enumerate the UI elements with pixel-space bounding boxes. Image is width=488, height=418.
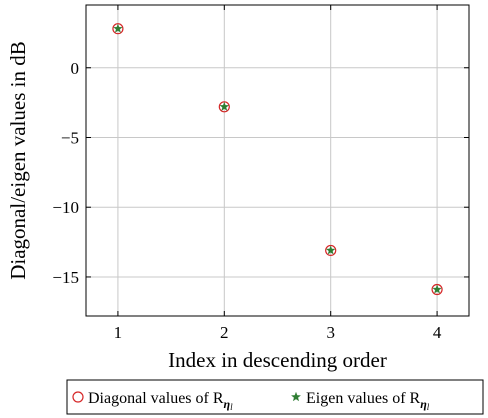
x-axis-label: Index in descending order (168, 348, 387, 372)
legend-circle-marker (72, 391, 84, 403)
legend-star-marker (291, 391, 301, 402)
legend: Diagonal values of Rηl Eigen values of Rη… (66, 379, 484, 415)
x-tick-label: 4 (433, 323, 442, 342)
eigen-value-point (219, 101, 230, 111)
eigen-value-point (325, 245, 336, 255)
eigen-value-point (432, 284, 442, 294)
axis-ticks: 1 2 3 4 0 −5 −10 −15 (52, 5, 469, 342)
x-tick-label: 2 (220, 323, 229, 342)
legend-entry: Diagonal values of Rηl (72, 390, 233, 412)
legend-box (66, 379, 484, 415)
y-tick-label: −5 (61, 128, 79, 147)
eigen-value-point (113, 23, 123, 33)
x-tick-label: 3 (326, 323, 335, 342)
y-axis-label: Diagonal/eigen values in dB (6, 41, 30, 280)
legend-label: Diagonal values of Rηl (88, 390, 233, 412)
data-markers (112, 23, 443, 296)
legend-label: Eigen values of Rηl (306, 390, 430, 412)
series-circle-markers (112, 23, 443, 296)
y-tick-label: −15 (52, 268, 79, 287)
plot-area-frame (85, 4, 470, 317)
x-tick-label: 1 (114, 323, 123, 342)
grid-lines (86, 5, 469, 316)
y-tick-label: 0 (71, 59, 80, 78)
series-star-markers (113, 23, 442, 294)
y-tick-label: −10 (52, 198, 79, 217)
legend-entry: Eigen values of Rηl (291, 390, 430, 412)
